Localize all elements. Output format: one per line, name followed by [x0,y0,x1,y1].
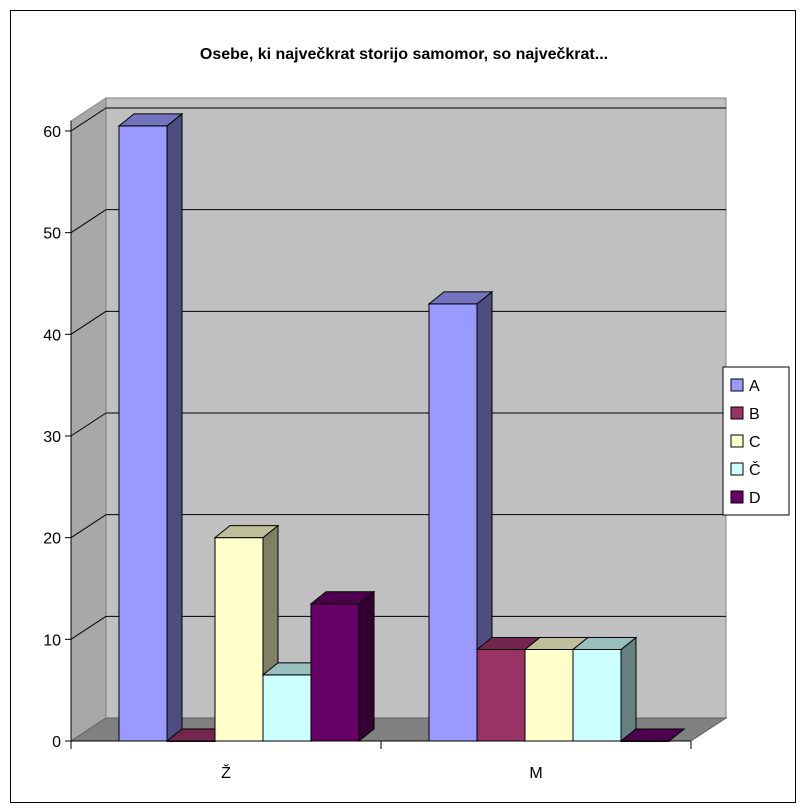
bar-side [358,590,375,743]
y-tick-label: 0 [52,734,61,751]
gridline-side [70,514,107,539]
x-category-label: Ž [221,763,231,782]
bar-front [476,649,526,742]
gridline-side [70,310,107,335]
legend-label: D [749,490,761,507]
y-tick-label: 20 [43,531,61,548]
legend-label: A [749,378,760,395]
bar-front [524,649,574,742]
legend-swatch [730,434,744,448]
bar-Ž-C [213,524,280,743]
side-wall [70,97,107,742]
y-tick-label: 60 [43,124,61,141]
legend-swatch [730,378,744,392]
bar-top [427,291,494,305]
bars [117,112,686,743]
legend-label: B [749,406,760,423]
gridline-side [70,107,107,132]
x-category-label: M [529,765,542,782]
bar-Ž-A [117,112,184,743]
bar-top [571,637,638,650]
bar-front [262,674,312,742]
bar-front [214,537,264,742]
gridline-side [70,209,107,234]
y-tick-label: 30 [43,429,61,446]
bar-front [310,603,360,742]
y-tick-label: 40 [43,327,61,344]
bar-M-Č [571,636,638,743]
legend-swatch [730,406,744,420]
bar-top [619,728,686,742]
chart-title: Osebe, ki največkrat storijo samomor, so… [200,46,608,63]
back-wall [105,97,727,719]
y-tick-label: 10 [43,632,61,649]
bar-top [213,525,280,539]
bar-front [118,125,168,742]
gridline-side [70,615,107,640]
gridline-side [70,412,107,437]
y-tick-labels: 0 10 20 30 40 50 60 [43,124,61,751]
bar-front [572,649,622,742]
gridlines [65,107,726,742]
bar-front [428,303,478,742]
legend-swatch [730,462,744,476]
legend-label: C [749,434,761,451]
bar-M-D [619,728,686,742]
bar-Ž-D [309,590,376,743]
bar-top [117,113,184,127]
bar-M-A [427,290,494,743]
bar-side [620,636,637,743]
legend-label: Č [749,460,761,479]
y-tick-label: 50 [43,226,61,243]
legend-swatch [730,490,744,504]
bar-side [166,112,183,743]
bar-top [309,591,376,605]
